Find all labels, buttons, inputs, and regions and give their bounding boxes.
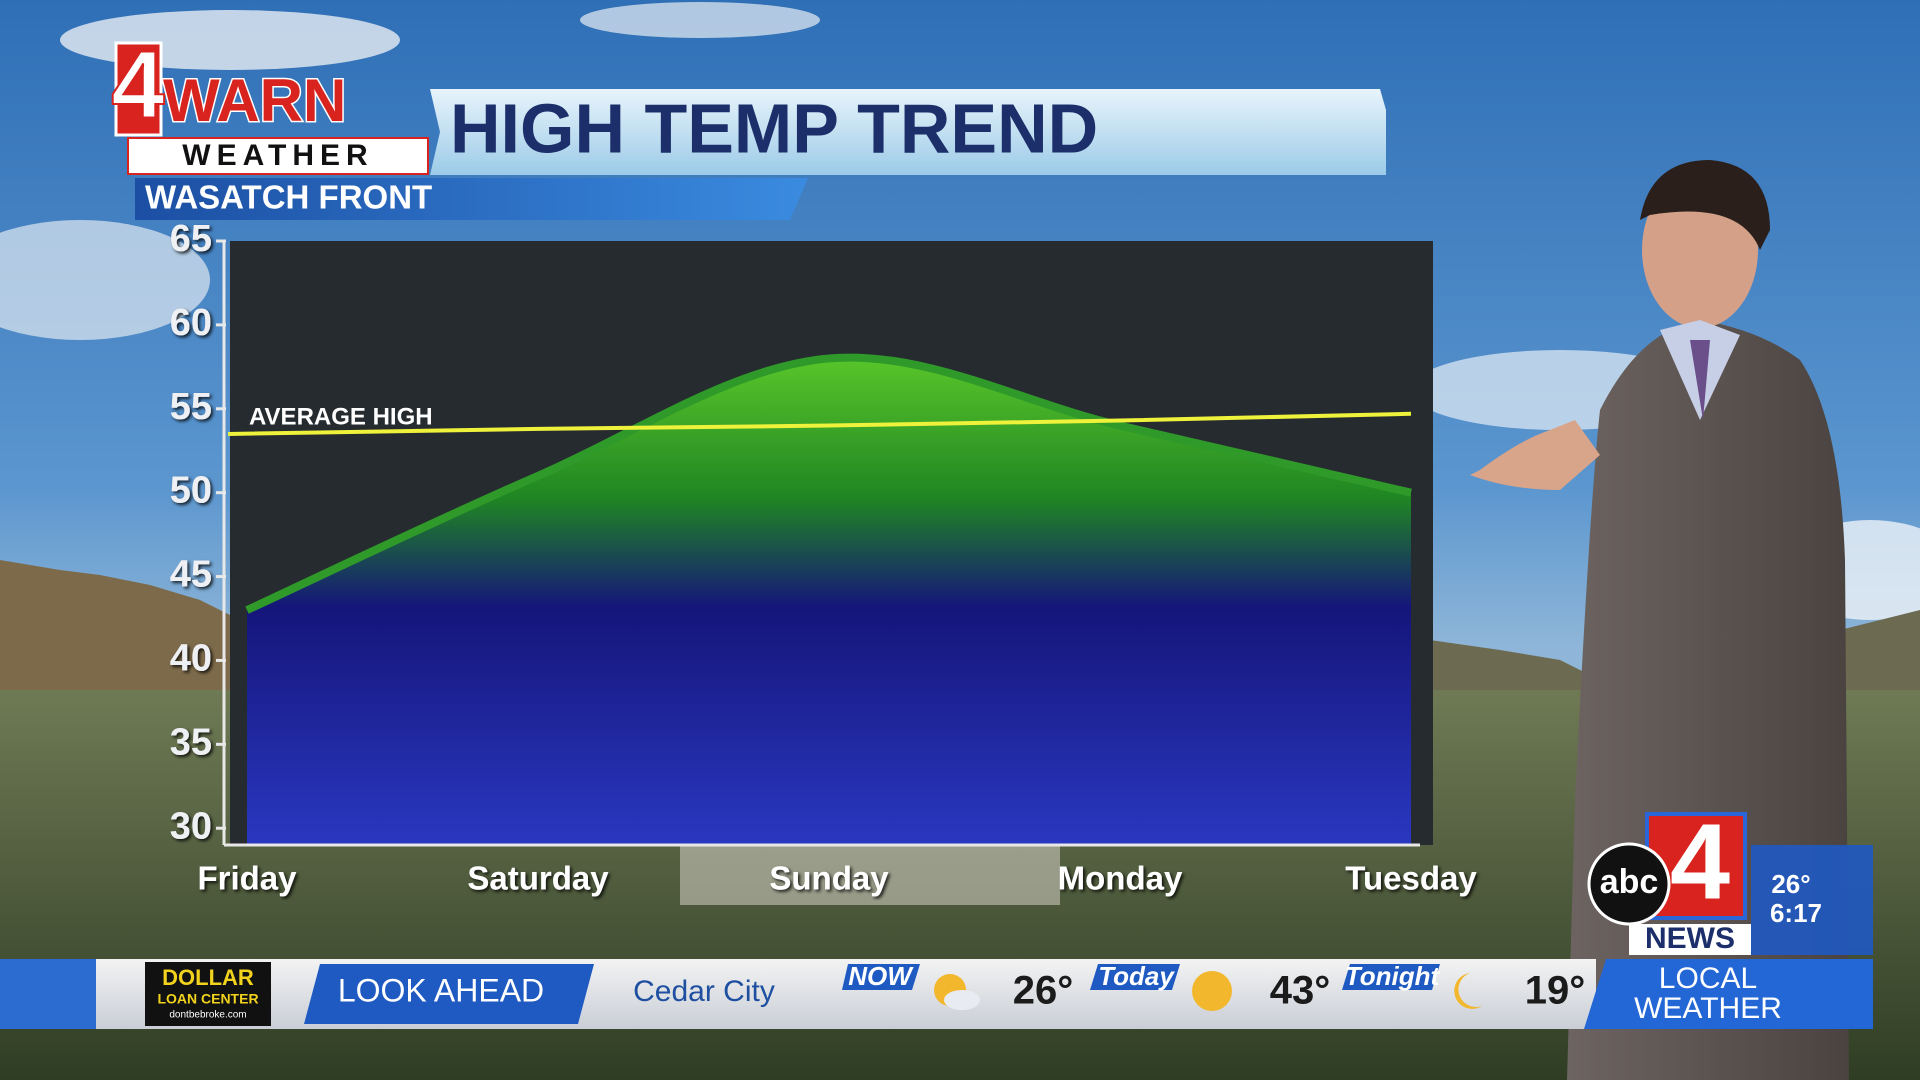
bug-abc: abc	[1600, 863, 1659, 901]
axes: 30 35 40 45 50 55 60 65 Friday Saturday Sunday Mond…	[170, 218, 1478, 897]
ticker-left	[0, 959, 116, 1029]
today-temp: 43°	[1270, 969, 1331, 1013]
bug-time: 6:17	[1770, 898, 1822, 928]
hand	[1470, 420, 1600, 490]
tonight-label: Tonight	[1345, 961, 1441, 991]
chart-subtitle: WASATCH FRONT	[145, 179, 432, 216]
city: Cedar City	[633, 975, 775, 1008]
bug-four: 4	[1670, 801, 1730, 922]
cloud	[580, 2, 820, 38]
cloud-icon	[944, 990, 980, 1010]
y-tick-label: 40	[170, 637, 212, 679]
news-bar	[1629, 924, 1751, 955]
logo-weather: WEATHER	[182, 139, 373, 172]
y-tick-label: 45	[170, 554, 212, 596]
mountain	[0, 560, 240, 700]
tie	[1690, 340, 1710, 420]
bug-news: NEWS	[1645, 922, 1735, 955]
now-temp: 26°	[1013, 969, 1074, 1013]
sponsor-box	[145, 962, 271, 1026]
now-tab	[842, 964, 920, 990]
y-tick-label: 65	[170, 218, 212, 260]
reference-label: AVERAGE HIGH	[249, 403, 433, 430]
bug-temp: 26°	[1771, 869, 1810, 899]
hair	[1640, 160, 1770, 250]
logo-four: 4	[111, 31, 164, 138]
y-tick-label: 35	[170, 721, 212, 763]
time-box	[1751, 845, 1873, 955]
logo-box	[114, 41, 163, 137]
now-label: NOW	[848, 961, 914, 991]
tonight-temp: 19°	[1525, 969, 1586, 1013]
logo-weather-bar	[127, 137, 429, 175]
sun-icon	[1192, 971, 1232, 1011]
y-tick-label: 60	[170, 302, 212, 344]
sponsor-url: dontbebroke.com	[169, 1010, 246, 1021]
reference-line	[227, 411, 1412, 436]
logo-warn: WARN	[163, 67, 346, 134]
today-tab	[1090, 964, 1180, 990]
title-banner	[430, 89, 1386, 175]
tonight-tab	[1342, 964, 1440, 990]
x-tick-label: Sunday	[769, 860, 889, 897]
x-tick-label: Saturday	[467, 860, 609, 897]
sponsor-sub: LOAN CENTER	[157, 991, 258, 1007]
y-tick-label: 55	[170, 386, 212, 428]
moon-icon	[1454, 973, 1482, 1009]
subtitle-bar	[135, 178, 808, 220]
y-tick-label: 30	[170, 805, 212, 847]
today-label: Today	[1098, 961, 1175, 991]
x-tick-label: Friday	[197, 860, 297, 897]
x-tick-label: Tuesday	[1345, 860, 1477, 897]
segment-label: LOOK AHEAD	[338, 972, 544, 1008]
sponsor-name: DOLLAR	[162, 965, 254, 990]
capitol	[680, 845, 1060, 905]
area-edge	[245, 353, 1412, 614]
x-tick-label: Monday	[1058, 860, 1183, 897]
local-box	[1584, 959, 1873, 1029]
segment-box	[304, 964, 594, 1024]
cloud	[0, 220, 210, 340]
plot: AVERAGE HIGH	[227, 353, 1412, 845]
chart-title: HIGH TEMP TREND	[450, 89, 1098, 167]
local-label: WEATHER	[1634, 992, 1782, 1025]
local-label: LOCAL	[1659, 962, 1757, 995]
y-tick-label: 50	[170, 470, 212, 512]
